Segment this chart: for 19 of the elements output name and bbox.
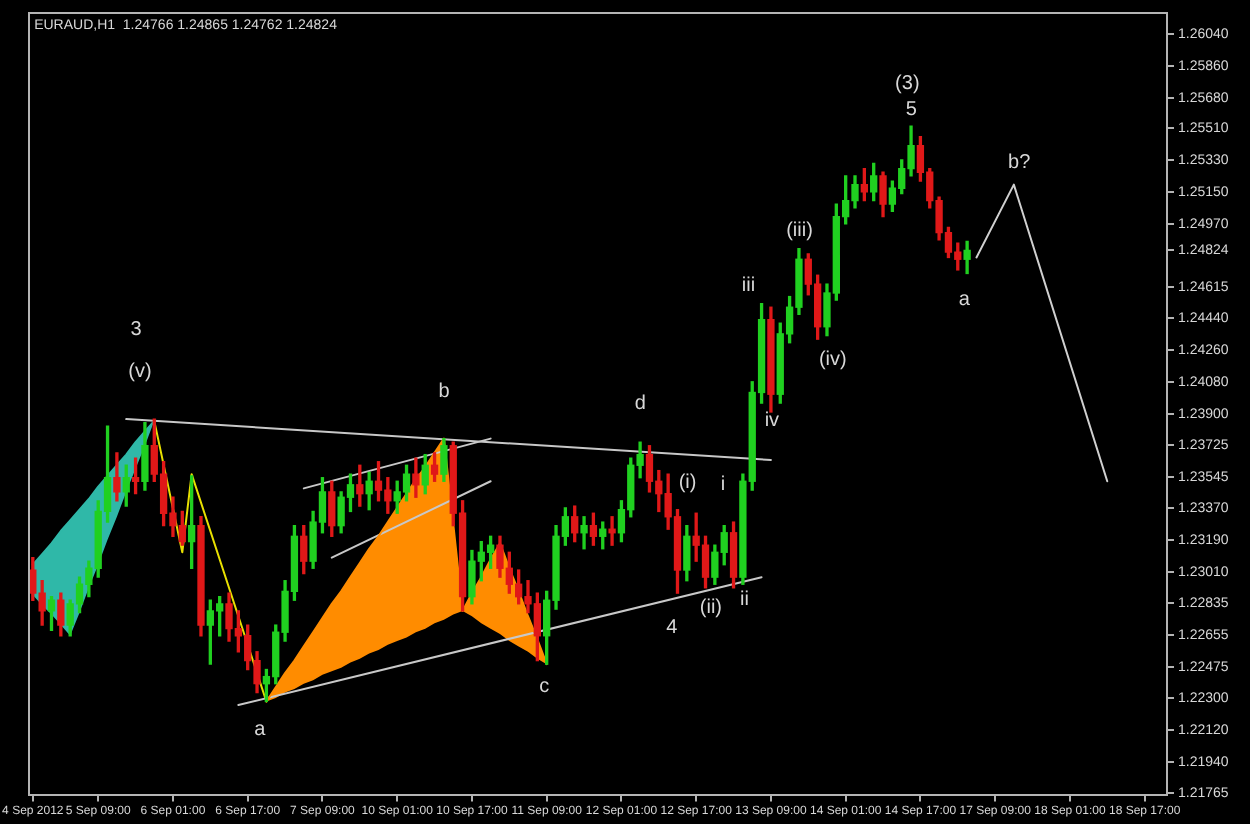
annotation: ii: [739, 588, 749, 611]
annotation: (iv): [818, 348, 847, 371]
annotation: 4: [666, 616, 679, 639]
annotation: (3): [895, 73, 920, 96]
annotation: (ii): [699, 596, 723, 619]
annotation: a: [254, 719, 267, 742]
annotation: a: [958, 289, 971, 312]
annotation: b?: [1008, 152, 1032, 175]
annotation: d: [634, 392, 646, 415]
annotation: c: [539, 676, 550, 699]
annotation: b: [438, 380, 451, 403]
annotation: (v): [128, 360, 152, 383]
annotation: i: [720, 473, 726, 496]
annotation: iv: [764, 410, 780, 433]
annotation: (i): [678, 471, 697, 494]
annotation: (iii): [786, 220, 813, 243]
annotation: iii: [741, 275, 756, 298]
annotation: 3: [130, 319, 143, 342]
annotation: 5: [905, 99, 918, 122]
